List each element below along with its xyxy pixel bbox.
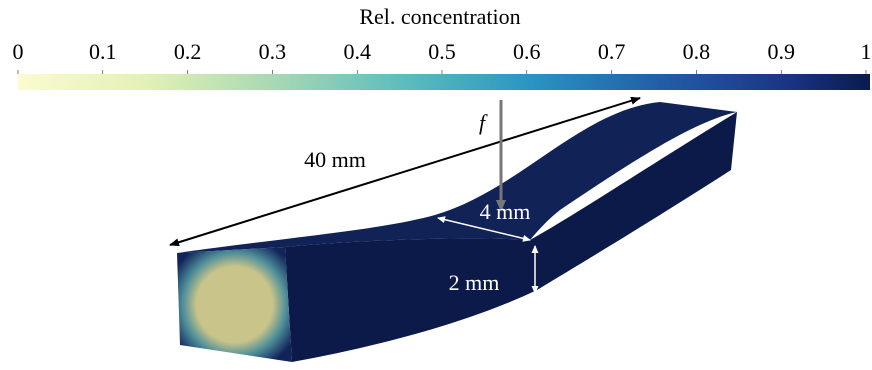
colorbar-gradient — [18, 74, 870, 90]
width-label: 4 mm — [480, 199, 531, 224]
colorbar-tick-label: 0.5 — [428, 39, 456, 64]
figure: Rel. concentration 0 0.1 0.2 0.3 0.4 0.5 0.6 0.… — [0, 0, 872, 370]
colorbar-tick-label: 0.6 — [513, 39, 541, 64]
colorbar-tick-label: 0.2 — [174, 39, 202, 64]
colorbar-tick-label: 0.7 — [598, 39, 626, 64]
colorbar-tick-label: 0.3 — [259, 39, 287, 64]
beam-end — [177, 247, 292, 362]
length-label: 40 mm — [304, 147, 366, 172]
colorbar-tick-label: 0.8 — [683, 39, 711, 64]
colorbar-tick-label: 1 — [861, 39, 872, 64]
beam — [177, 102, 737, 362]
force-label: f — [479, 110, 488, 135]
height-label: 2 mm — [449, 270, 500, 295]
colorbar-title: Rel. concentration — [359, 4, 520, 29]
colorbar-tick-label: 0.1 — [89, 39, 117, 64]
colorbar-tick-label: 0 — [13, 39, 24, 64]
colorbar-tick-label: 0.9 — [767, 39, 795, 64]
colorbar-tick-label: 0.4 — [343, 39, 371, 64]
colorbar: Rel. concentration 0 0.1 0.2 0.3 0.4 0.5 0.6 0.… — [13, 4, 872, 90]
